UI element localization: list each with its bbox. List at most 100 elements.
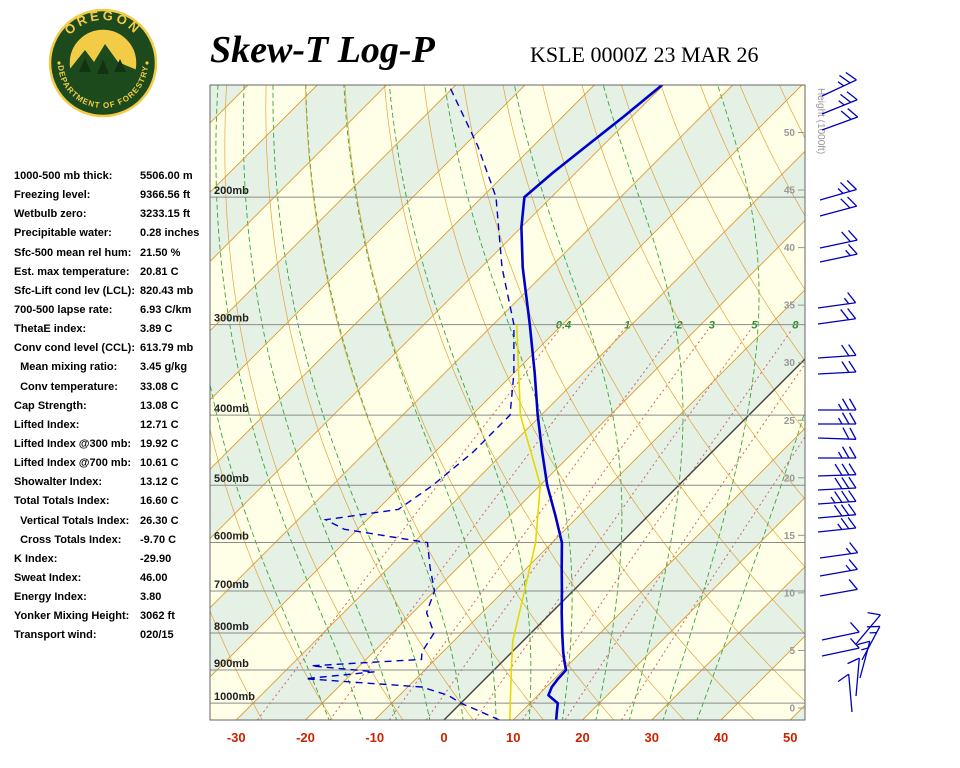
index-row: Cap Strength: 13.08 C: [14, 397, 210, 416]
index-row: Lifted Index @700 mb: 10.61 C: [14, 454, 210, 473]
height-label: 30: [784, 358, 796, 369]
wind-barb-icon: [817, 344, 857, 359]
index-value: 613.79 mb: [140, 342, 194, 355]
indices-panel: 1000-500 mb thick: 5506.00 m Freezing leve…: [14, 167, 210, 646]
isotherm-band: [790, 705, 805, 720]
index-row: Showalter Index: 13.12 C: [14, 473, 210, 492]
wind-barb-icon: [855, 611, 881, 645]
index-value: 020/15: [140, 629, 174, 642]
moist-adiabat-line: [513, 85, 623, 720]
wind-barb-icon: [818, 412, 857, 425]
index-row: Total Totals Index: 16.60 C: [14, 492, 210, 511]
wind-barb-icon: [821, 71, 857, 97]
isotherm-line: [305, 219, 805, 720]
isotherm-line: [210, 85, 457, 332]
isotherm-line: [374, 289, 805, 720]
index-row: Conv temperature: 33.08 C: [14, 378, 210, 397]
index-label: 700-500 lapse rate:: [14, 303, 113, 316]
index-row: Vertical Totals Index: 26.30 C: [14, 512, 210, 531]
dry-adiabat-line: [305, 85, 544, 720]
index-label: Mean mixing ratio:: [14, 361, 118, 374]
index-label: Vertical Totals Index:: [14, 514, 130, 527]
mixing-ratio-line: [257, 329, 560, 720]
pressure-label: 200mb: [214, 185, 249, 197]
temp-axis-label: 10: [506, 730, 520, 745]
dry-adiabat-line: [858, 85, 960, 726]
index-row: Cross Totals Index: -9.70 C: [14, 531, 210, 550]
index-label: Sfc-Lift cond lev (LCL):: [14, 284, 135, 297]
wind-barb-icon: [817, 463, 857, 477]
wind-barb-icon: [821, 638, 860, 657]
index-row: Lifted Index: 12.71 C: [14, 416, 210, 435]
temp-axis-label: -20: [296, 730, 315, 745]
dry-adiabat-line: [700, 85, 805, 291]
isotherm-band: [860, 85, 960, 720]
index-row: Lifted Index @300 mb: 19.92 C: [14, 435, 210, 454]
wind-barb-icon: [837, 673, 853, 713]
index-value: -9.70 C: [140, 533, 177, 546]
wind-barb-icon: [818, 446, 857, 459]
pressure-label: 800mb: [214, 621, 249, 633]
index-row: Wetbulb zero: 3233.15 ft: [14, 205, 210, 224]
pressure-label: 900mb: [214, 658, 249, 670]
index-row: Sfc-500 mean rel hum: 21.50 %: [14, 244, 210, 263]
wind-barb-icon: [819, 180, 857, 201]
index-value: 6.93 C/km: [140, 303, 192, 316]
parcel-path-line: [509, 324, 542, 720]
index-label: Wetbulb zero:: [14, 208, 87, 221]
isotherm-line: [235, 150, 805, 720]
index-value: 3.80: [140, 591, 162, 604]
tree-icon: [79, 58, 91, 72]
height-label: 50: [784, 128, 796, 139]
wind-barb-column: [817, 71, 881, 713]
logo-dot-left: [57, 61, 61, 65]
index-value: 12.71 C: [140, 418, 179, 431]
logo-dot-right: [145, 61, 149, 65]
index-row: Sfc-Lift cond lev (LCL): 820.43 mb: [14, 282, 210, 301]
temp-axis-label: 50: [783, 730, 797, 745]
moist-adiabat-line: [210, 381, 330, 720]
moist-adiabat-line: [444, 85, 573, 720]
wind-barb-icon: [817, 503, 857, 519]
chart-frame: [209, 84, 806, 721]
height-label: 40: [784, 243, 796, 254]
height-label: 10: [784, 588, 796, 599]
index-value: 13.12 C: [140, 476, 179, 489]
index-value: 13.08 C: [140, 399, 179, 412]
index-row: Conv cond level (CCL): 613.79 mb: [14, 339, 210, 358]
moist-adiabat-line: [388, 85, 532, 720]
index-value: 26.30 C: [140, 514, 179, 527]
index-label: Est. max temperature:: [14, 265, 130, 278]
moist-adiabat-line: [305, 85, 464, 720]
mixing-ratio-line: [564, 363, 805, 720]
wind-barb-icon: [817, 517, 857, 533]
isotherm-line: [582, 496, 805, 720]
dry-adiabat-line: [92, 85, 195, 726]
height-label: 0: [789, 704, 795, 715]
height-label: 25: [784, 416, 796, 427]
moist-adiabat-line: [662, 85, 760, 720]
isotherm-line: [210, 85, 734, 609]
tree-icon: [114, 59, 126, 72]
mixing-ratio-label: 2: [676, 320, 683, 332]
index-label: Total Totals Index:: [14, 495, 110, 508]
temp-axis-label: 30: [645, 730, 659, 745]
index-label: Energy Index:: [14, 591, 87, 604]
index-row: Est. max temperature: 20.81 C: [14, 263, 210, 282]
wind-barb-icon: [817, 292, 857, 309]
index-value: 3062 ft: [140, 610, 175, 623]
wind-barb-icon: [817, 308, 857, 325]
isotherm-band: [210, 85, 805, 720]
index-row: K Index: -29.90: [14, 550, 210, 569]
index-value: 5506.00 m: [140, 170, 193, 182]
pressure-label: 500mb: [214, 473, 249, 485]
index-label: Sfc-500 mean rel hum:: [14, 246, 132, 259]
index-label: Cap Strength:: [14, 399, 87, 412]
index-value: 33.08 C: [140, 380, 179, 393]
wind-barb-icon: [819, 579, 858, 597]
logo-emblem: [69, 44, 137, 97]
mixing-ratio-label: 3: [709, 320, 715, 332]
page-title: Skew-T Log-P: [210, 29, 435, 71]
index-row: Precipitable water: 0.28 inches: [14, 224, 210, 243]
isotherm-line: [651, 566, 805, 720]
